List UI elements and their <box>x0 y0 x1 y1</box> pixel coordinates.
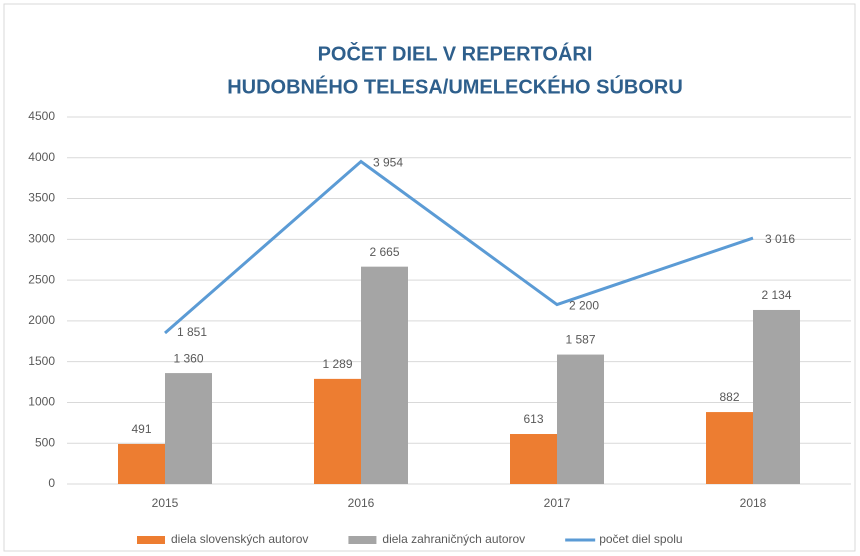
line <box>164 159 754 335</box>
y-tick-label: 4500 <box>28 109 55 123</box>
y-tick-label: 2500 <box>28 272 55 286</box>
y-tick-label: 2000 <box>28 313 55 327</box>
x-tick-label: 2015 <box>152 496 179 510</box>
data-label: 491 <box>131 422 151 436</box>
data-label: 1 289 <box>322 357 352 371</box>
data-label: 1 360 <box>173 351 203 365</box>
y-tick-label: 3000 <box>28 232 55 246</box>
chart-title: HUDOBNÉHO TELESA/UMELECKÉHO SÚBORU <box>227 74 683 98</box>
data-label: 2 134 <box>761 288 791 302</box>
bar <box>361 266 408 484</box>
y-tick-label: 3500 <box>28 191 55 205</box>
legend-swatch <box>348 536 377 544</box>
data-label: 3 954 <box>373 156 403 170</box>
y-tick-label: 0 <box>48 476 55 490</box>
data-label: 882 <box>719 390 739 404</box>
x-tick-label: 2018 <box>740 496 767 510</box>
legend-swatch <box>137 536 165 544</box>
data-label: 1 587 <box>565 333 595 347</box>
data-label: 1 851 <box>177 325 207 339</box>
data-label: 2 200 <box>569 299 599 313</box>
bar <box>118 443 165 484</box>
x-tick-label: 2017 <box>544 496 571 510</box>
data-label: 2 665 <box>369 245 399 259</box>
y-tick-label: 500 <box>35 435 55 449</box>
bar <box>510 434 557 484</box>
y-tick-label: 1500 <box>28 354 55 368</box>
bar <box>165 373 212 484</box>
data-label: 3 016 <box>765 232 795 246</box>
y-tick-label: 1000 <box>28 395 55 409</box>
bar <box>753 309 800 484</box>
legend-label: počet diel spolu <box>599 532 682 546</box>
bar <box>557 354 604 484</box>
bar <box>706 412 753 484</box>
data-label: 613 <box>523 412 543 426</box>
legend-label: diela zahraničných autorov <box>382 532 525 546</box>
x-tick-label: 2016 <box>348 496 375 510</box>
y-tick-label: 4000 <box>28 150 55 164</box>
bar <box>314 378 361 484</box>
chart-title: POČET DIEL V REPERTOÁRI <box>318 41 593 65</box>
legend-label: diela slovenských autorov <box>171 532 308 546</box>
